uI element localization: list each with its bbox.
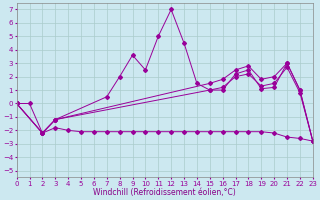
X-axis label: Windchill (Refroidissement éolien,°C): Windchill (Refroidissement éolien,°C)	[93, 188, 236, 197]
